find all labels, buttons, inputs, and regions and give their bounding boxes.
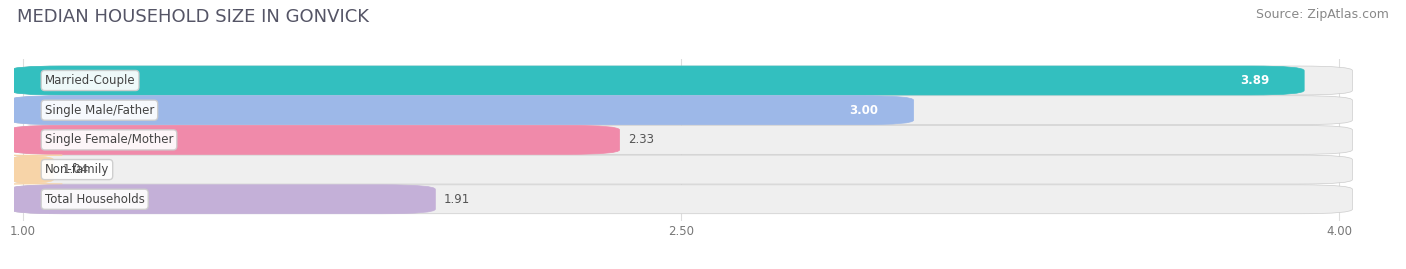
- FancyBboxPatch shape: [10, 96, 914, 125]
- FancyBboxPatch shape: [10, 66, 1353, 95]
- FancyBboxPatch shape: [1, 155, 62, 184]
- FancyBboxPatch shape: [10, 125, 620, 154]
- FancyBboxPatch shape: [10, 96, 1353, 125]
- FancyBboxPatch shape: [10, 185, 1353, 214]
- Text: 3.89: 3.89: [1240, 74, 1270, 87]
- Text: Single Male/Father: Single Male/Father: [45, 104, 155, 117]
- Text: 2.33: 2.33: [628, 133, 654, 146]
- Text: 1.91: 1.91: [444, 193, 471, 206]
- Text: Married-Couple: Married-Couple: [45, 74, 135, 87]
- Text: 1.04: 1.04: [62, 163, 89, 176]
- FancyBboxPatch shape: [10, 125, 1353, 154]
- Text: Source: ZipAtlas.com: Source: ZipAtlas.com: [1256, 8, 1389, 21]
- FancyBboxPatch shape: [10, 185, 436, 214]
- FancyBboxPatch shape: [10, 66, 1305, 95]
- Text: MEDIAN HOUSEHOLD SIZE IN GONVICK: MEDIAN HOUSEHOLD SIZE IN GONVICK: [17, 8, 368, 26]
- Text: 3.00: 3.00: [849, 104, 879, 117]
- Text: Total Households: Total Households: [45, 193, 145, 206]
- FancyBboxPatch shape: [10, 155, 1353, 184]
- Text: Single Female/Mother: Single Female/Mother: [45, 133, 173, 146]
- Text: Non-family: Non-family: [45, 163, 110, 176]
